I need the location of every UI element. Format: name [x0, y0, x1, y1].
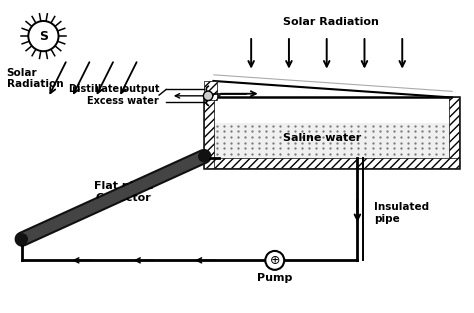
Text: ⊕: ⊕	[270, 254, 280, 267]
Text: Flat plate
Collector: Flat plate Collector	[94, 181, 154, 203]
Circle shape	[265, 251, 284, 270]
Bar	[214, 123, 448, 158]
Circle shape	[199, 151, 209, 162]
Circle shape	[28, 21, 58, 51]
Circle shape	[17, 234, 27, 244]
Text: Saline water: Saline water	[283, 133, 361, 143]
Text: Insulated
pipe: Insulated pipe	[374, 203, 429, 224]
Bar	[204, 97, 214, 168]
Bar	[204, 158, 459, 168]
Text: Distillate output
Excess water: Distillate output Excess water	[69, 84, 159, 106]
Text: Solar
Radiation: Solar Radiation	[7, 68, 63, 90]
Text: Pump: Pump	[257, 273, 292, 283]
Bar	[448, 97, 459, 168]
Text: S: S	[39, 30, 48, 43]
Bar	[204, 81, 217, 100]
Circle shape	[203, 91, 213, 100]
Text: Solar Radiation: Solar Radiation	[283, 17, 379, 27]
Bar	[204, 97, 459, 168]
